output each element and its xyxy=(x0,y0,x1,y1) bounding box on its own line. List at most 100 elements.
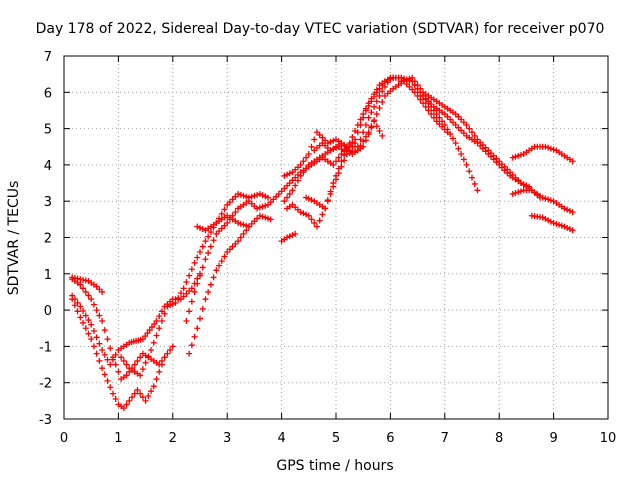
data-point-marker xyxy=(444,129,451,136)
data-point-marker xyxy=(368,109,375,116)
data-point-marker xyxy=(251,192,258,199)
series-track-15 xyxy=(398,74,533,190)
data-point-marker xyxy=(107,345,114,352)
data-point-marker xyxy=(515,152,522,159)
data-point-marker xyxy=(85,317,92,324)
data-point-marker xyxy=(313,129,320,136)
data-point-marker xyxy=(109,356,116,363)
data-point-marker xyxy=(216,228,223,235)
data-point-marker xyxy=(324,198,331,205)
data-point-marker xyxy=(428,111,435,118)
data-point-marker xyxy=(362,133,369,140)
series-track-14 xyxy=(311,78,451,158)
data-point-marker xyxy=(360,143,367,150)
data-point-marker xyxy=(273,193,280,200)
data-point-marker xyxy=(357,142,364,149)
data-point-marker xyxy=(80,319,87,326)
data-point-marker xyxy=(406,75,413,82)
data-point-marker xyxy=(88,296,95,303)
data-point-marker xyxy=(139,366,146,373)
data-point-marker xyxy=(376,105,383,112)
data-point-marker xyxy=(107,361,114,368)
data-point-marker xyxy=(430,114,437,121)
data-point-marker xyxy=(145,353,152,360)
data-point-marker xyxy=(235,238,242,245)
data-point-marker xyxy=(300,158,307,165)
data-point-marker xyxy=(398,78,405,85)
data-point-marker xyxy=(224,219,231,226)
data-point-marker xyxy=(368,95,375,102)
data-point-marker xyxy=(520,181,527,188)
data-point-marker xyxy=(112,351,119,358)
data-point-marker xyxy=(365,114,372,121)
data-point-marker xyxy=(164,303,171,310)
x-tick-label: 4 xyxy=(277,431,285,446)
data-point-marker xyxy=(226,199,233,206)
data-point-marker xyxy=(537,194,543,201)
data-point-marker xyxy=(245,223,252,230)
data-point-marker xyxy=(158,361,165,368)
y-tick-label: 6 xyxy=(44,86,52,101)
data-point-marker xyxy=(352,148,359,155)
data-point-marker xyxy=(545,196,552,203)
data-point-marker xyxy=(240,192,247,199)
data-point-marker xyxy=(99,365,106,372)
data-point-marker xyxy=(134,357,141,364)
data-point-marker xyxy=(210,274,217,281)
x-tick-label: 9 xyxy=(549,431,557,446)
data-point-marker xyxy=(131,390,138,397)
data-point-marker xyxy=(180,293,187,300)
data-point-marker xyxy=(417,96,424,103)
data-point-marker xyxy=(270,196,277,203)
data-point-marker xyxy=(515,189,522,196)
data-point-marker xyxy=(411,89,418,96)
data-point-marker xyxy=(123,401,130,408)
data-point-marker xyxy=(322,205,329,212)
data-point-marker xyxy=(101,351,108,358)
data-point-marker xyxy=(439,123,446,130)
data-point-marker xyxy=(297,209,304,216)
data-point-marker xyxy=(96,312,103,319)
data-point-marker xyxy=(360,129,367,136)
data-point-marker xyxy=(319,211,326,218)
data-point-marker xyxy=(354,147,361,154)
data-point-marker xyxy=(414,82,421,89)
data-point-marker xyxy=(207,229,214,236)
data-point-marker xyxy=(515,177,522,184)
data-point-marker xyxy=(564,224,571,231)
data-point-marker xyxy=(466,125,473,132)
data-point-marker xyxy=(207,243,214,250)
data-point-marker xyxy=(482,144,489,151)
data-point-marker xyxy=(243,222,250,229)
series-track-16 xyxy=(509,143,576,165)
data-point-marker xyxy=(547,145,554,152)
data-point-marker xyxy=(460,156,467,163)
data-point-marker xyxy=(517,180,524,187)
data-point-marker xyxy=(96,286,103,293)
data-point-marker xyxy=(365,129,372,136)
data-point-marker xyxy=(118,354,125,361)
data-point-marker xyxy=(74,308,81,315)
data-point-marker xyxy=(150,339,157,346)
data-point-marker xyxy=(69,292,76,299)
data-point-marker xyxy=(235,219,242,226)
data-point-marker xyxy=(151,321,158,328)
data-point-marker xyxy=(420,100,427,107)
data-point-marker xyxy=(197,272,203,279)
data-point-marker xyxy=(308,216,315,223)
data-point-marker xyxy=(259,192,266,199)
data-point-marker xyxy=(458,127,465,134)
data-point-marker xyxy=(471,180,478,187)
data-point-marker xyxy=(161,310,168,317)
data-point-marker xyxy=(452,140,459,147)
data-point-marker xyxy=(235,190,242,197)
data-point-marker xyxy=(226,246,233,253)
data-point-marker xyxy=(286,180,293,187)
data-point-marker xyxy=(99,317,106,324)
data-point-marker xyxy=(191,288,198,295)
data-point-marker xyxy=(425,98,432,105)
data-point-marker xyxy=(153,376,160,383)
data-point-marker xyxy=(414,92,421,99)
data-point-marker xyxy=(267,216,274,223)
